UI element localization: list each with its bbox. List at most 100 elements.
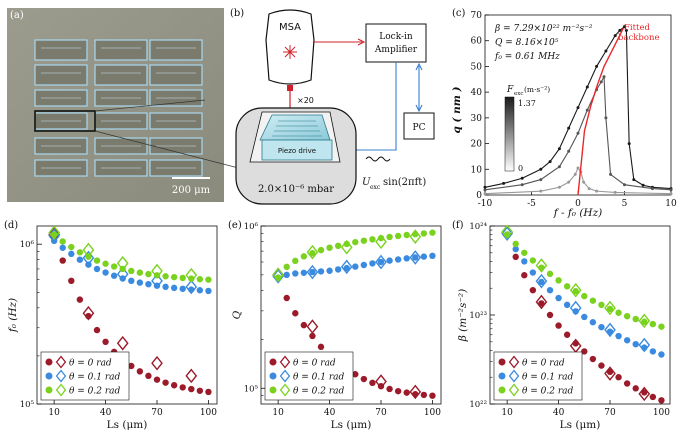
legend-marker-model bbox=[269, 358, 277, 366]
model-point bbox=[555, 294, 562, 302]
model-point bbox=[369, 236, 376, 243]
panel-d: (d) 10 40 70 100 10⁵ 10⁶ f₀ (Hz) Ls (μm) θ = … bbox=[4, 220, 218, 431]
data-point bbox=[557, 165, 561, 169]
model-point bbox=[369, 379, 376, 387]
colorbar-min: 0 bbox=[518, 164, 523, 173]
model-point bbox=[128, 267, 135, 275]
model-point bbox=[102, 338, 109, 346]
experiment-diamond bbox=[272, 268, 284, 284]
model-point bbox=[521, 249, 528, 256]
model-point bbox=[59, 238, 66, 245]
experiment-diamond bbox=[409, 229, 422, 244]
data-point bbox=[641, 183, 645, 187]
model-point bbox=[352, 371, 359, 378]
experiment-diamond bbox=[638, 386, 651, 402]
legend-marker-model bbox=[498, 358, 506, 366]
experiment-diamond bbox=[535, 273, 548, 289]
data-point bbox=[576, 166, 580, 170]
data-point bbox=[539, 189, 543, 193]
resonator-array bbox=[34, 39, 203, 177]
lockin-amplifier-box bbox=[365, 23, 427, 63]
legend-label: θ = 0.1 rad bbox=[522, 373, 574, 383]
x-tick-label: 70 bbox=[151, 408, 163, 418]
y-tick-label: 30 bbox=[471, 114, 483, 124]
panel-c: (c) -10 -5 0 5 10 0 10 20 30 40 50 60 70 β = 7.29×10… bbox=[451, 8, 677, 219]
model-point bbox=[59, 244, 66, 251]
model-point bbox=[589, 355, 597, 363]
legend-label: θ = 0 rad bbox=[522, 359, 565, 369]
model-point bbox=[649, 320, 657, 328]
y-tick-label: 10²² bbox=[469, 400, 487, 410]
model-point bbox=[606, 305, 614, 313]
model-point bbox=[179, 274, 186, 282]
model-point bbox=[170, 284, 178, 292]
data-point bbox=[539, 167, 543, 171]
x-tick-label: 70 bbox=[375, 408, 387, 418]
model-point bbox=[343, 264, 350, 272]
experiment-diamond bbox=[340, 239, 353, 255]
model-point bbox=[581, 292, 588, 300]
experiment-diamond bbox=[340, 259, 353, 275]
model-point bbox=[283, 263, 290, 271]
x-tick-label: -10 bbox=[478, 199, 493, 209]
model-point bbox=[598, 323, 605, 331]
legend-marker-model bbox=[269, 386, 277, 394]
model-point bbox=[300, 253, 308, 260]
data-point bbox=[585, 108, 589, 112]
data-point bbox=[576, 131, 580, 135]
model-point bbox=[334, 242, 342, 250]
model-point bbox=[563, 331, 571, 338]
model-point bbox=[658, 397, 665, 404]
param-beta: β = 7.29×10²² m⁻²s⁻² bbox=[494, 24, 593, 34]
legend-marker-exp bbox=[55, 355, 67, 369]
lockin-label-2: Amplifier bbox=[374, 45, 418, 55]
model-point bbox=[352, 238, 359, 246]
model-point bbox=[623, 312, 631, 320]
model-point bbox=[649, 393, 657, 401]
series-f bbox=[501, 224, 665, 404]
x-tick-label: 10 bbox=[272, 408, 284, 418]
experiment-diamond bbox=[501, 226, 513, 241]
y-tick-label: 10⁶ bbox=[20, 240, 35, 250]
y-axis-label-d: f₀ (Hz) bbox=[7, 298, 19, 333]
data-point bbox=[599, 80, 603, 84]
model-point bbox=[369, 260, 376, 267]
model-point bbox=[546, 311, 554, 319]
model-point bbox=[309, 249, 316, 257]
backbone-label-1: Fitted bbox=[624, 23, 650, 33]
y-tick-label: 70 bbox=[471, 11, 483, 21]
model-point bbox=[162, 273, 169, 280]
model-point bbox=[76, 256, 84, 263]
model-point bbox=[529, 269, 537, 276]
data-point bbox=[582, 180, 586, 184]
chip-array bbox=[272, 120, 322, 137]
model-point bbox=[93, 265, 101, 273]
model-point bbox=[555, 277, 562, 284]
experiment-diamond bbox=[501, 224, 513, 240]
y-tick-label: 10⁶ bbox=[244, 222, 259, 232]
data-point bbox=[609, 172, 613, 176]
model-point bbox=[110, 272, 118, 279]
data-point bbox=[618, 28, 622, 32]
panel-a: 200 μm (a) bbox=[7, 8, 259, 202]
pc-label: PC bbox=[413, 123, 426, 133]
legend-box bbox=[264, 351, 354, 401]
model-point bbox=[623, 337, 631, 344]
x-tick-label: 10 bbox=[501, 408, 513, 418]
model-point bbox=[153, 376, 161, 383]
model-point bbox=[563, 283, 571, 290]
drive-signal-u: U bbox=[362, 177, 371, 188]
model-point bbox=[76, 296, 84, 303]
legend-marker-model bbox=[498, 372, 506, 380]
model-point bbox=[145, 372, 152, 380]
legend-f: θ = 0 rad θ = 0.1 rad θ = 0.2 rad bbox=[493, 351, 583, 401]
model-point bbox=[326, 267, 333, 274]
experiment-diamond bbox=[185, 267, 198, 283]
resonator-cell bbox=[94, 39, 148, 61]
model-point bbox=[136, 269, 144, 276]
data-point bbox=[557, 185, 561, 189]
model-point bbox=[145, 280, 152, 288]
model-point bbox=[76, 249, 84, 256]
lockin-label-1: Lock-in bbox=[379, 32, 413, 42]
legend-label: θ = 0.1 rad bbox=[69, 373, 121, 383]
